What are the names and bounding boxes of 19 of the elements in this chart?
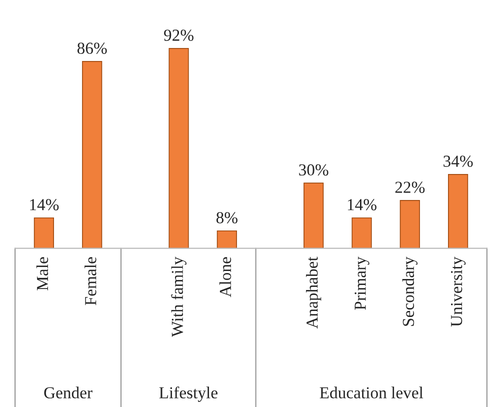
- text: Gender: [44, 386, 92, 398]
- x-tick-label: With family: [171, 256, 186, 337]
- data-label: 30%: [299, 164, 328, 176]
- text: Lifestyle: [159, 386, 218, 402]
- data-label: 8%: [216, 212, 238, 224]
- x-tick-label: Secondary: [402, 256, 418, 326]
- x-tick-label: Alone: [219, 257, 232, 298]
- data-label: 22%: [395, 182, 425, 193]
- data-label: 34%: [444, 156, 473, 167]
- text: Education level: [320, 386, 424, 398]
- x-tick-label: Anaphabet: [306, 256, 322, 329]
- data-label: 14%: [348, 199, 376, 210]
- data-label: 86%: [77, 42, 107, 54]
- x-tick-label: Male: [36, 257, 48, 290]
- x-tick-label: Female: [84, 257, 96, 306]
- x-tick-label: University: [450, 256, 466, 327]
- data-label: 92%: [164, 30, 194, 41]
- x-tick-label: Primary: [354, 256, 370, 310]
- data-label: 14%: [30, 199, 59, 210]
